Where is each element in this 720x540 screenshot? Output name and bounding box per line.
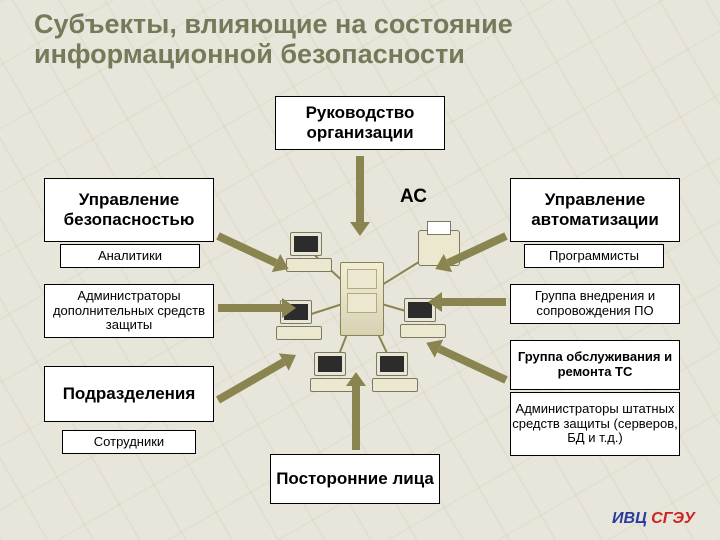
box-label: Группа обслуживания и ремонта ТС [511,350,679,380]
box-label: Администраторы штатных средств защиты (с… [511,402,679,447]
box-label: Аналитики [98,249,162,264]
box-label: Группа внедрения и сопровождения ПО [511,289,679,319]
box-programmers: Программисты [524,244,664,268]
box-label: Сотрудники [94,435,164,450]
arrow-from-analysts [215,230,292,276]
title-line1: Субъекты, влияющие на состояние [34,9,513,39]
box-sec-mgmt: Управление безопасностью [44,178,214,242]
box-label: Программисты [549,249,639,264]
box-ts-group: Группа обслуживания и ремонта ТС [510,340,680,390]
footer-credit: ИВЦ СГЭУ [612,510,695,528]
box-label: Управление автоматизации [511,190,679,229]
label-ac-text: АС [400,186,427,207]
box-label: Руководство организации [276,103,444,142]
label-ac: АС [400,186,427,208]
pc-icon [372,352,418,392]
box-label: Подразделения [63,384,196,404]
title-line2: информационной безопасности [34,39,465,69]
arrow-from-divisions [215,349,300,406]
pc-icon [286,232,332,272]
box-auto-mgmt: Управление автоматизации [510,178,680,242]
box-analysts: Аналитики [60,244,200,268]
box-outsiders: Посторонние лица [270,454,440,504]
box-label: Посторонние лица [276,469,434,489]
arrow-from-ts-group [423,336,509,386]
diagram-canvas: Субъекты, влияющие на состояние информац… [0,0,720,540]
footer-b: СГЭУ [651,510,695,527]
box-srv-admins: Администраторы штатных средств защиты (с… [510,392,680,456]
box-sec-admins: Администраторы дополнительных средств за… [44,284,214,338]
arrow-from-leadership [353,156,367,236]
arrow-from-outsiders [349,372,363,450]
box-divisions: Подразделения [44,366,214,422]
arrow-from-sec-admins [218,301,296,315]
server-icon [340,262,384,336]
box-label: Управление безопасностью [45,190,213,229]
box-label: Администраторы дополнительных средств за… [45,289,213,334]
footer-a: ИВЦ [612,510,651,527]
box-employees: Сотрудники [62,430,196,454]
page-title: Субъекты, влияющие на состояние информац… [34,10,513,69]
arrow-from-impl-group [428,295,506,309]
box-impl-group: Группа внедрения и сопровождения ПО [510,284,680,324]
box-leadership: Руководство организации [275,96,445,150]
